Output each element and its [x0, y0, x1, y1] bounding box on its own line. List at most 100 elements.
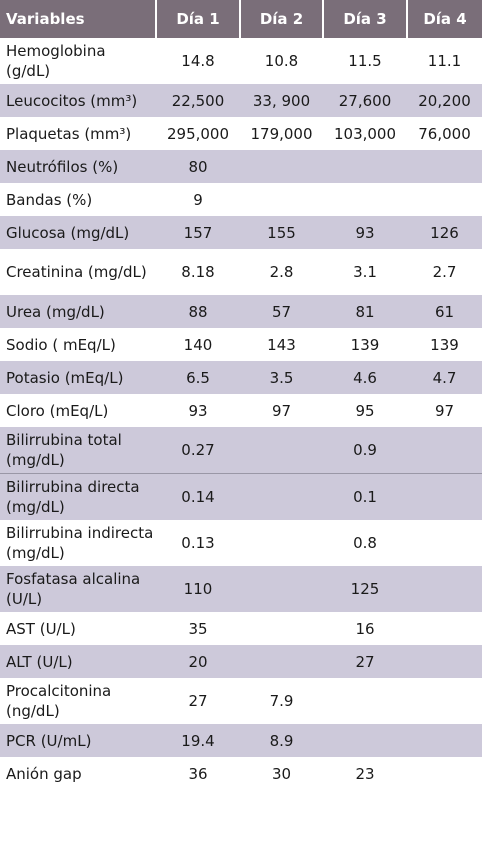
day-1-value: 36 [156, 757, 240, 790]
day-4-value [407, 612, 482, 645]
day-1-value: 6.5 [156, 361, 240, 394]
day-1-value: 0.27 [156, 427, 240, 474]
day-3-value: 125 [323, 566, 407, 612]
variable-label: ALT (U/L) [0, 645, 156, 678]
day-2-value [240, 150, 323, 183]
day-1-value: 27 [156, 678, 240, 724]
variable-label: Bilirrubina directa (mg/dL) [0, 473, 156, 520]
table-row: Bandas (%) 9 [0, 183, 482, 216]
day-2-value: 57 [240, 295, 323, 328]
day-2-value: 97 [240, 394, 323, 427]
day-3-value: 16 [323, 612, 407, 645]
day-2-value: 30 [240, 757, 323, 790]
day-4-value: 126 [407, 216, 482, 249]
day-1-value: 9 [156, 183, 240, 216]
day-1-value: 93 [156, 394, 240, 427]
variable-label: Anión gap [0, 757, 156, 790]
day-1-value: 35 [156, 612, 240, 645]
variable-label: Fosfatasa alcalina (U/L) [0, 566, 156, 612]
day-3-value: 4.6 [323, 361, 407, 394]
day-2-value: 179,000 [240, 117, 323, 150]
day-2-value [240, 520, 323, 566]
day-2-value: 2.8 [240, 249, 323, 295]
table-row: ALT (U/L) 20 27 [0, 645, 482, 678]
day-2-value: 155 [240, 216, 323, 249]
table-body: Hemoglobina (g/dL) 14.8 10.8 11.5 11.1 L… [0, 38, 482, 790]
day-3-value [323, 678, 407, 724]
lab-results-table: Variables Día 1 Día 2 Día 3 Día 4 Hemogl… [0, 0, 482, 790]
day-2-value [240, 612, 323, 645]
variable-label: Creatinina (mg/dL) [0, 249, 156, 295]
day-4-value: 97 [407, 394, 482, 427]
day-1-value: 14.8 [156, 38, 240, 84]
table-row: Plaquetas (mm³) 295,000 179,000 103,000 … [0, 117, 482, 150]
day-3-value: 23 [323, 757, 407, 790]
table-row: PCR (U/mL) 19.4 8.9 [0, 724, 482, 757]
day-3-value: 81 [323, 295, 407, 328]
table-header: Variables Día 1 Día 2 Día 3 Día 4 [0, 0, 482, 38]
table-row: Procalcitonina (ng/dL) 27 7.9 [0, 678, 482, 724]
day-3-value: 0.1 [323, 473, 407, 520]
day-4-value: 139 [407, 328, 482, 361]
day-3-value: 93 [323, 216, 407, 249]
day-2-value [240, 566, 323, 612]
day-4-value [407, 724, 482, 757]
day-4-value: 2.7 [407, 249, 482, 295]
day-1-value: 19.4 [156, 724, 240, 757]
day-4-value [407, 645, 482, 678]
variable-label: Hemoglobina (g/dL) [0, 38, 156, 84]
day-3-value: 103,000 [323, 117, 407, 150]
day-3-value: 139 [323, 328, 407, 361]
day-1-value: 88 [156, 295, 240, 328]
day-3-value: 27 [323, 645, 407, 678]
table-row: Bilirrubina total (mg/dL) 0.27 0.9 [0, 427, 482, 474]
day-4-value [407, 678, 482, 724]
day-3-value: 3.1 [323, 249, 407, 295]
table-row: Bilirrubina directa (mg/dL) 0.14 0.1 [0, 473, 482, 520]
table-row: Cloro (mEq/L) 93 97 95 97 [0, 394, 482, 427]
variable-label: AST (U/L) [0, 612, 156, 645]
header-variables: Variables [0, 0, 157, 38]
table-row: Neutrófilos (%) 80 [0, 150, 482, 183]
variable-label: Procalcitonina (ng/dL) [0, 678, 156, 724]
day-1-value: 157 [156, 216, 240, 249]
variable-label: Cloro (mEq/L) [0, 394, 156, 427]
header-day-2: Día 2 [240, 0, 324, 38]
variable-label: Leucocitos (mm³) [0, 84, 156, 117]
table-row: Urea (mg/dL) 88 57 81 61 [0, 295, 482, 328]
day-4-value [407, 757, 482, 790]
day-2-value [240, 427, 323, 474]
variable-label: Bilirrubina indirecta (mg/dL) [0, 520, 156, 566]
day-4-value [407, 427, 482, 474]
day-1-value: 295,000 [156, 117, 240, 150]
table-row: Potasio (mEq/L) 6.5 3.5 4.6 4.7 [0, 361, 482, 394]
day-3-value: 11.5 [323, 38, 407, 84]
variable-label: Bandas (%) [0, 183, 156, 216]
day-4-value [407, 473, 482, 520]
variable-label: Glucosa (mg/dL) [0, 216, 156, 249]
header-day-3: Día 3 [323, 0, 408, 38]
day-3-value: 0.9 [323, 427, 407, 474]
day-1-value: 110 [156, 566, 240, 612]
table-row: AST (U/L) 35 16 [0, 612, 482, 645]
variable-label: Urea (mg/dL) [0, 295, 156, 328]
variable-label: Bilirrubina total (mg/dL) [0, 427, 156, 474]
day-1-value: 20 [156, 645, 240, 678]
header-row: Variables Día 1 Día 2 Día 3 Día 4 [0, 0, 482, 38]
variable-label: Potasio (mEq/L) [0, 361, 156, 394]
header-day-1: Día 1 [156, 0, 241, 38]
variable-label: Plaquetas (mm³) [0, 117, 156, 150]
day-3-value [323, 724, 407, 757]
day-1-value: 140 [156, 328, 240, 361]
day-2-value: 10.8 [240, 38, 323, 84]
day-2-value: 8.9 [240, 724, 323, 757]
day-3-value: 95 [323, 394, 407, 427]
table-row: Leucocitos (mm³) 22,500 33, 900 27,600 2… [0, 84, 482, 117]
day-2-value: 33, 900 [240, 84, 323, 117]
day-4-value [407, 150, 482, 183]
day-1-value: 22,500 [156, 84, 240, 117]
day-3-value: 27,600 [323, 84, 407, 117]
day-2-value [240, 473, 323, 520]
table-row: Hemoglobina (g/dL) 14.8 10.8 11.5 11.1 [0, 38, 482, 84]
variable-label: Neutrófilos (%) [0, 150, 156, 183]
